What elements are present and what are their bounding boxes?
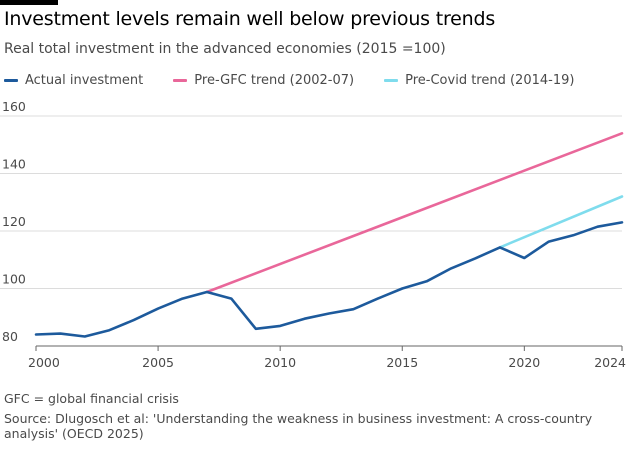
- legend-label-pre-covid: Pre-Covid trend (2014-19): [405, 72, 575, 88]
- y-tick-label-140: 140: [2, 157, 26, 172]
- series-line-pre-covid: [498, 195, 624, 249]
- legend-swatch-pre-covid: [384, 78, 399, 82]
- y-axis-ticks: 80 100 120 140 160: [2, 100, 26, 344]
- series-line-actual: [34, 221, 624, 338]
- x-tick-label-2000: 2000: [28, 355, 60, 370]
- x-tick-label-2005: 2005: [142, 355, 174, 370]
- grid: [0, 115, 622, 347]
- y-tick-label-160: 160: [2, 100, 26, 114]
- legend-swatch-actual: [4, 78, 18, 82]
- legend-item-pre-covid: Pre-Covid trend (2014-19): [384, 73, 574, 88]
- line-chart: 80 100 120 140 160 2000 2005 2010 2015 2020 2024: [0, 100, 626, 370]
- y-tick-label-80: 80: [2, 329, 18, 344]
- x-tick-label-2010: 2010: [264, 355, 296, 370]
- chart-title: Investment levels remain well below prev…: [4, 8, 496, 30]
- series: [34, 131, 624, 338]
- series-line-pre-gfc: [205, 131, 624, 294]
- legend-label-actual: Actual investment: [25, 72, 144, 88]
- y-tick-label-120: 120: [2, 214, 26, 229]
- legend-label-pre-gfc: Pre-GFC trend (2002-07): [194, 72, 355, 88]
- x-tick-label-2020: 2020: [508, 355, 540, 370]
- x-tick-label-2015: 2015: [386, 355, 418, 370]
- x-tick-label-2024: 2024: [594, 355, 626, 370]
- legend-swatch-pre-gfc: [173, 78, 188, 82]
- legend: Actual investment Pre-GFC trend (2002-07…: [4, 71, 604, 89]
- legend-item-actual: Actual investment: [4, 73, 143, 88]
- source-note: Source: Dlugosch et al: 'Understanding t…: [4, 411, 593, 441]
- chart-subtitle: Real total investment in the advanced ec…: [4, 41, 446, 57]
- x-axis-ticks: 2000 2005 2010 2015 2020 2024: [28, 346, 626, 370]
- legend-item-pre-gfc: Pre-GFC trend (2002-07): [173, 73, 354, 88]
- brand-bar: [0, 0, 58, 5]
- y-tick-label-100: 100: [2, 272, 26, 287]
- footnote-gfc: GFC = global financial crisis: [4, 391, 179, 406]
